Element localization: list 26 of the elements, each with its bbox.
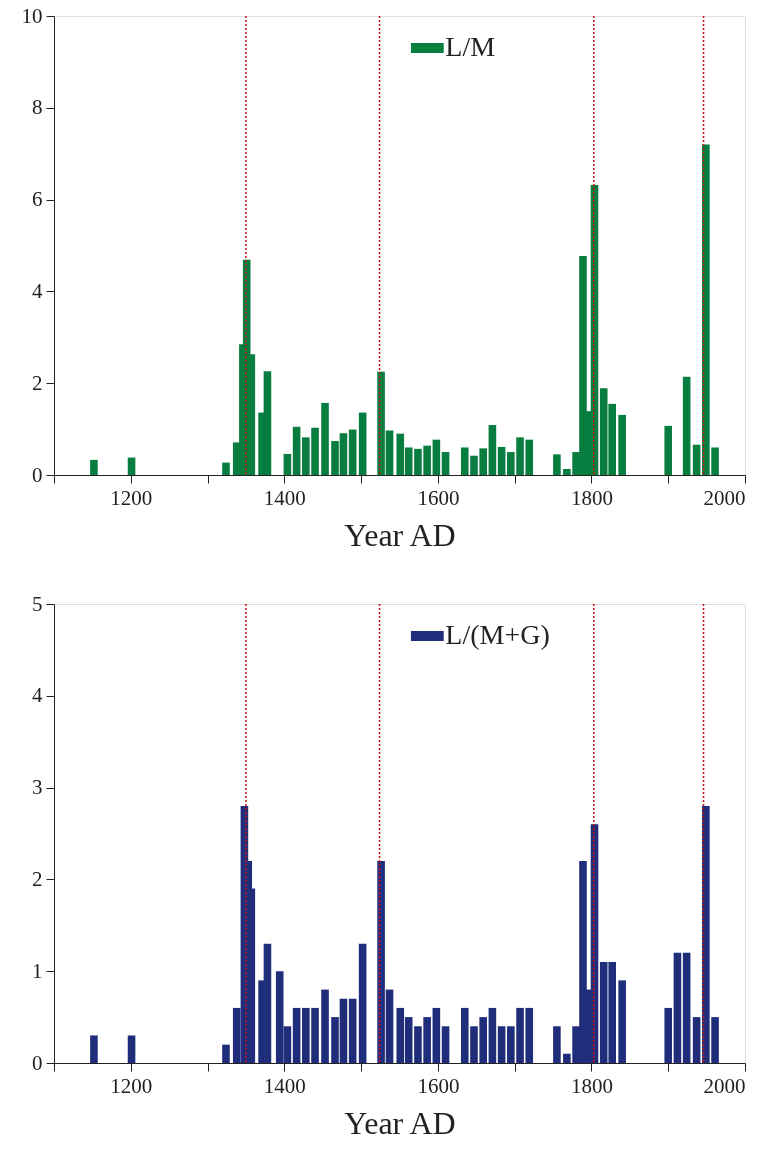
y-tick-label: 4 [32, 278, 43, 303]
y-tick-label: 5 [32, 591, 43, 616]
legend-label: L/(M+G) [445, 619, 550, 650]
y-tick-label: 2 [32, 866, 43, 891]
x-tick-label: 1600 [417, 1073, 460, 1098]
legend-label: L/M [445, 31, 496, 62]
y-tick-label: 2 [32, 370, 43, 395]
x-tick-label: 1600 [417, 485, 460, 510]
x-tick-label: 2000 [703, 1073, 746, 1098]
x-tick-label: 1800 [570, 485, 613, 510]
x-tick-label: 1400 [263, 485, 306, 510]
y-tick-label: 0 [32, 1050, 43, 1075]
y-tick-label: 4 [32, 683, 43, 708]
x-tick-label: 2000 [703, 485, 746, 510]
y-tick-label: 3 [32, 775, 43, 800]
y-tick-label: 10 [21, 3, 43, 28]
y-tick-label: 6 [32, 187, 43, 212]
y-tick-label: 8 [32, 95, 43, 120]
x-tick-label: 1800 [570, 1073, 613, 1098]
x-tick-label: 1200 [110, 1073, 153, 1098]
x-axis-title: Year AD [344, 1104, 456, 1141]
x-tick-label: 1200 [110, 485, 153, 510]
y-tick-label: 1 [32, 958, 43, 983]
y-tick-label: 0 [32, 462, 43, 487]
x-axis-title: Year AD [344, 516, 456, 553]
x-tick-label: 1400 [263, 1073, 306, 1098]
